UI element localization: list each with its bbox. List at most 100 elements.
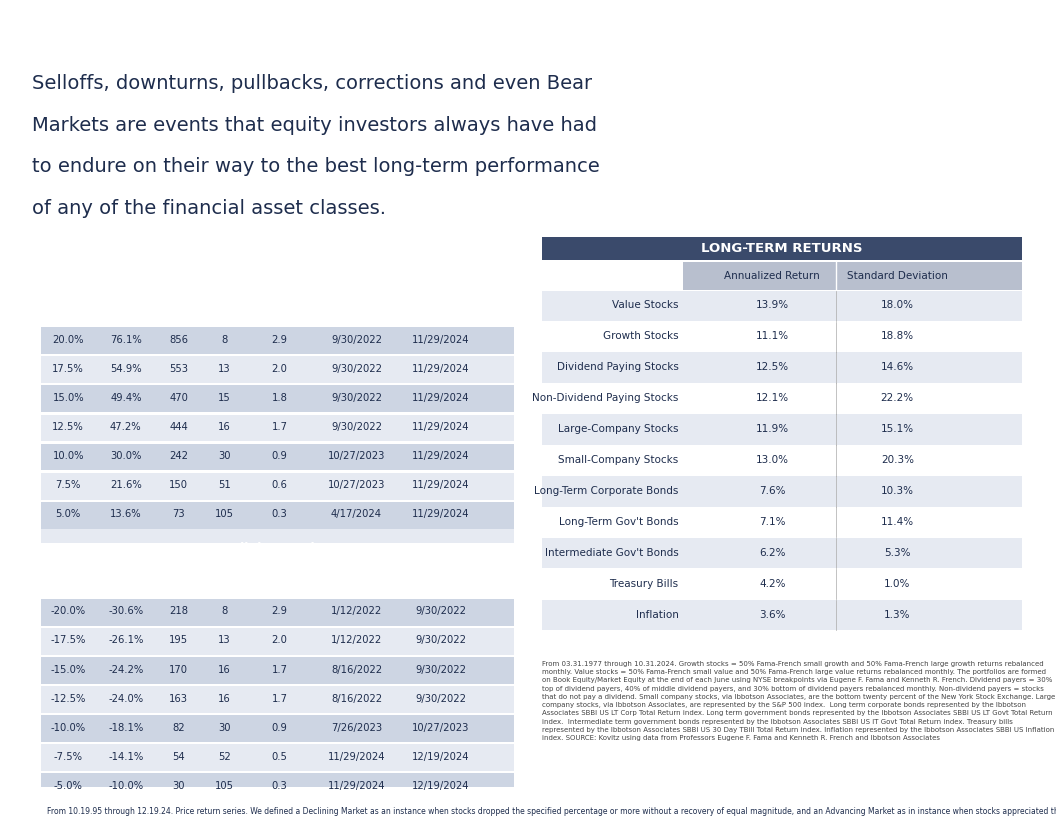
Text: 9/30/2022: 9/30/2022 [331,364,382,374]
FancyBboxPatch shape [41,444,513,471]
Text: -24.2%: -24.2% [108,664,144,675]
Text: 49.4%: 49.4% [110,392,142,403]
Text: -12.5%: -12.5% [51,694,86,703]
Text: 12.5%: 12.5% [53,422,84,432]
Text: 1.7: 1.7 [271,694,287,703]
FancyBboxPatch shape [41,628,513,655]
Text: 13: 13 [218,636,230,645]
Text: -10.0%: -10.0% [51,723,86,733]
Text: 8/16/2022: 8/16/2022 [331,694,382,703]
Text: 2.9: 2.9 [271,606,287,616]
Text: 20.0%: 20.0% [53,335,83,344]
Text: 10/27/2023: 10/27/2023 [412,723,469,733]
Text: 9/30/2022: 9/30/2022 [331,422,382,432]
Text: Last End: Last End [420,313,460,322]
Text: 17.5%: 17.5% [53,364,84,374]
Text: 52: 52 [218,752,230,761]
FancyBboxPatch shape [542,570,1022,600]
Text: 12.1%: 12.1% [756,393,789,403]
FancyBboxPatch shape [41,599,513,626]
Text: Average: Average [159,565,199,574]
Text: -14.1%: -14.1% [108,752,144,761]
Text: THE PRUDENT SPECULATOR: THE PRUDENT SPECULATOR [32,22,399,47]
Text: 13.6%: 13.6% [110,509,142,519]
Text: -7.5%: -7.5% [54,752,82,761]
Text: 170: 170 [169,664,188,675]
Text: 54.9%: 54.9% [110,364,142,374]
Text: 11/29/2024: 11/29/2024 [412,335,469,344]
Text: 11.1%: 11.1% [756,331,789,341]
FancyBboxPatch shape [542,508,1022,538]
Text: 15.1%: 15.1% [881,424,913,434]
Text: 15.0%: 15.0% [53,392,84,403]
Text: Frequency: Frequency [256,298,304,307]
Text: 150: 150 [169,480,188,490]
Text: Decline %: Decline % [44,581,92,590]
Text: Selloffs, downturns, pullbacks, corrections and even Bear: Selloffs, downturns, pullbacks, correcti… [32,74,591,93]
Text: 9/30/2022: 9/30/2022 [331,392,382,403]
FancyBboxPatch shape [542,237,1022,260]
Text: 470: 470 [169,392,188,403]
Text: Average: Average [107,565,146,574]
FancyBboxPatch shape [41,357,513,384]
Text: Small-Company Stocks: Small-Company Stocks [559,455,679,465]
FancyBboxPatch shape [542,353,1022,383]
Text: Dividend Paying Stocks: Dividend Paying Stocks [557,362,679,372]
Text: -10.0%: -10.0% [109,781,144,791]
Text: Last Start: Last Start [334,313,379,322]
FancyBboxPatch shape [41,657,513,684]
Text: 1.7: 1.7 [271,664,287,675]
Text: 14.6%: 14.6% [881,362,913,372]
FancyBboxPatch shape [41,716,513,743]
Text: Large-Company Stocks: Large-Company Stocks [559,424,679,434]
Text: 20.3%: 20.3% [881,455,913,465]
Text: 10.0%: 10.0% [53,451,83,461]
Text: Loss: Loss [115,581,136,590]
FancyBboxPatch shape [542,290,1022,321]
Text: (in Years): (in Years) [258,313,302,322]
Text: 76.1%: 76.1% [110,335,142,344]
Text: Non-Dividend Paying Stocks: Non-Dividend Paying Stocks [532,393,679,403]
Text: 105: 105 [214,781,233,791]
Text: 18.0%: 18.0% [881,300,913,310]
Text: Last Start: Last Start [334,581,379,590]
Text: 12/19/2024: 12/19/2024 [412,781,469,791]
Text: Average: Average [107,298,146,307]
Text: 51: 51 [218,480,230,490]
FancyBboxPatch shape [542,415,1022,445]
FancyBboxPatch shape [41,327,513,354]
Text: 1/12/2022: 1/12/2022 [331,636,382,645]
Text: 30: 30 [172,781,185,791]
Text: 1.3%: 1.3% [884,610,910,620]
Text: 11/29/2024: 11/29/2024 [412,509,469,519]
FancyBboxPatch shape [41,744,513,771]
Text: 9/30/2022: 9/30/2022 [331,335,382,344]
Text: Rise %: Rise % [52,313,84,322]
FancyBboxPatch shape [542,322,1022,352]
Text: Frequency: Frequency [256,565,304,574]
Text: 9/30/2022: 9/30/2022 [415,664,466,675]
Text: -24.0%: -24.0% [109,694,144,703]
Text: Standard Deviation: Standard Deviation [847,271,947,281]
Text: Minimum: Minimum [46,565,90,574]
Text: 0.3: 0.3 [271,509,287,519]
Text: K: K [1007,20,1031,49]
Text: -18.1%: -18.1% [108,723,144,733]
Text: Long-Term Corporate Bonds: Long-Term Corporate Bonds [534,486,679,496]
Text: 10/27/2023: 10/27/2023 [327,451,385,461]
Text: 13.0%: 13.0% [756,455,789,465]
Text: Long-Term Gov't Bonds: Long-Term Gov't Bonds [559,517,679,527]
Text: Count: Count [210,313,239,322]
Text: 0.9: 0.9 [271,451,287,461]
Text: 2.0: 2.0 [271,636,287,645]
Text: 1.8: 1.8 [271,392,287,403]
Text: 242: 242 [169,451,188,461]
Text: 10.3%: 10.3% [881,486,913,496]
Text: 0.5: 0.5 [271,752,287,761]
Text: -5.0%: -5.0% [54,781,82,791]
FancyBboxPatch shape [41,385,513,412]
Text: # Days: # Days [162,581,196,590]
Text: 195: 195 [169,636,188,645]
Text: Markets are events that equity investors always have had: Markets are events that equity investors… [32,116,597,135]
Text: to endure on their way to the best long-term performance: to endure on their way to the best long-… [32,157,600,176]
